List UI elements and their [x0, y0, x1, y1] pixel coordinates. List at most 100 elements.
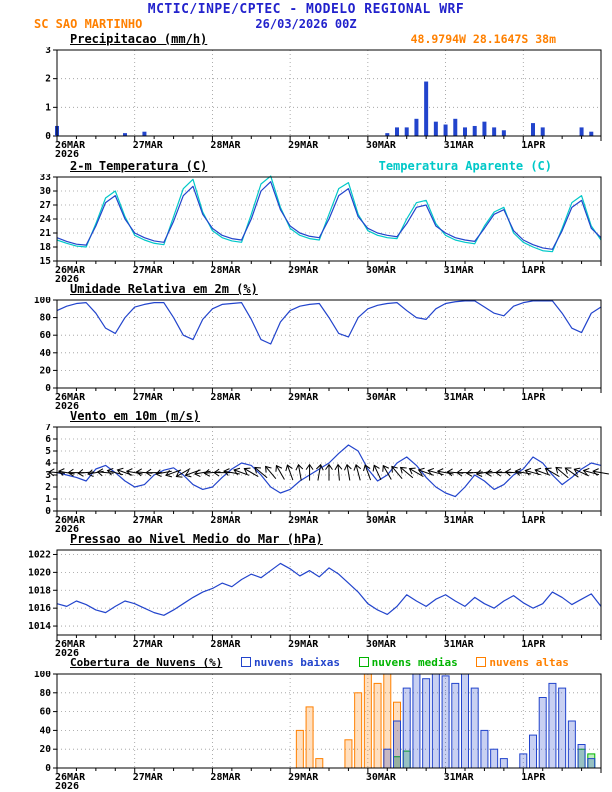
svg-text:27: 27: [40, 200, 51, 211]
svg-text:2026: 2026: [55, 149, 79, 159]
nuvens-altas-swatch-icon: [476, 657, 487, 667]
svg-text:0: 0: [45, 383, 51, 394]
svg-text:2026: 2026: [55, 524, 79, 532]
temperature-title: 2-m Temperatura (C): [70, 159, 208, 173]
svg-text:30MAR: 30MAR: [366, 639, 397, 650]
legend-nuvens-baixas: nuvens baixas: [240, 656, 340, 669]
svg-text:33: 33: [40, 174, 52, 183]
svg-text:26MAR: 26MAR: [55, 392, 86, 403]
svg-text:31MAR: 31MAR: [444, 392, 475, 403]
svg-text:1APR: 1APR: [521, 140, 546, 151]
svg-text:30MAR: 30MAR: [366, 140, 397, 151]
svg-text:31MAR: 31MAR: [444, 140, 475, 151]
svg-text:2: 2: [45, 482, 51, 493]
svg-text:1: 1: [45, 494, 51, 505]
svg-text:2026: 2026: [55, 274, 79, 282]
humidity-chart: 0 20 40 60 80 100 26MAR 27MAR 28MAR 29MAR 30MAR 31M…: [34, 297, 602, 409]
svg-text:18: 18: [40, 242, 52, 253]
humidity-title-row: Umidade Relativa em 2m (%): [0, 282, 612, 297]
svg-text:2: 2: [45, 74, 51, 85]
precipitation-title: Precipitacao (mm/h): [70, 32, 208, 46]
svg-text:27MAR: 27MAR: [133, 140, 164, 151]
svg-text:28MAR: 28MAR: [210, 140, 241, 151]
cloud-title: Cobertura de Nuvens (%): [70, 656, 223, 669]
legend-nuvens-medias: nuvens medias: [358, 656, 458, 669]
svg-text:3: 3: [45, 47, 51, 56]
svg-text:28MAR: 28MAR: [210, 392, 241, 403]
svg-text:1APR: 1APR: [521, 639, 546, 650]
svg-text:2026: 2026: [55, 781, 79, 791]
svg-text:29MAR: 29MAR: [288, 265, 319, 276]
svg-text:31MAR: 31MAR: [444, 639, 475, 650]
svg-text:24: 24: [40, 214, 52, 225]
svg-text:100: 100: [34, 671, 51, 680]
svg-text:27MAR: 27MAR: [133, 639, 164, 650]
svg-text:0: 0: [45, 131, 51, 142]
pressure-title: Pressao ao Nivel Medio do Mar (hPa): [70, 532, 323, 546]
model-title: MCTIC/INPE/CPTEC - MODELO REGIONAL WRF: [147, 2, 465, 17]
svg-text:26MAR: 26MAR: [55, 772, 86, 783]
svg-text:1014: 1014: [28, 621, 51, 632]
svg-text:31MAR: 31MAR: [444, 515, 475, 526]
apparent-temperature-label: Temperatura Aparente (C): [378, 159, 552, 173]
svg-text:30MAR: 30MAR: [366, 772, 397, 783]
svg-text:27MAR: 27MAR: [133, 265, 164, 276]
nuvens-medias-swatch-icon: [358, 657, 369, 667]
svg-text:28MAR: 28MAR: [210, 772, 241, 783]
legend-nuvens-altas: nuvens altas: [476, 656, 569, 669]
svg-text:29MAR: 29MAR: [288, 639, 319, 650]
cloud-title-row: Cobertura de Nuvens (%) nuvens baixas nu…: [0, 656, 612, 671]
svg-text:1APR: 1APR: [521, 772, 546, 783]
svg-text:2026: 2026: [55, 648, 79, 656]
svg-text:30: 30: [40, 186, 52, 197]
svg-text:4: 4: [45, 458, 51, 469]
station-coords: 48.9794W 28.1647S 38m: [410, 32, 556, 46]
svg-text:100: 100: [34, 297, 51, 306]
svg-text:20: 20: [40, 744, 52, 755]
svg-text:1APR: 1APR: [521, 392, 546, 403]
svg-text:31MAR: 31MAR: [444, 265, 475, 276]
svg-text:26MAR: 26MAR: [55, 140, 86, 151]
svg-text:26MAR: 26MAR: [55, 265, 86, 276]
svg-text:20: 20: [40, 365, 52, 376]
svg-text:26MAR: 26MAR: [55, 515, 86, 526]
svg-text:29MAR: 29MAR: [288, 140, 319, 151]
precipitation-chart: 0 1 2 3 26MAR 27MAR 28MAR 29MAR 30MAR 31MAR 1APR 20…: [45, 47, 602, 159]
svg-text:0: 0: [45, 506, 51, 517]
nuvens-baixas-swatch-icon: [240, 657, 251, 667]
svg-text:2026: 2026: [55, 401, 79, 409]
header-line2: SC SAO MARTINHO 26/03/2026 00Z: [0, 17, 612, 32]
svg-text:27MAR: 27MAR: [133, 772, 164, 783]
svg-text:1020: 1020: [28, 567, 51, 578]
svg-text:1016: 1016: [28, 603, 51, 614]
svg-text:31MAR: 31MAR: [444, 772, 475, 783]
svg-text:28MAR: 28MAR: [210, 639, 241, 650]
pressure-chart: 1014 1016 1018 1020 1022 26MAR 27MAR 28MAR 29MAR…: [28, 549, 602, 656]
wind-title-row: Vento em 10m (m/s): [0, 409, 612, 424]
svg-text:30MAR: 30MAR: [366, 392, 397, 403]
svg-text:40: 40: [40, 725, 52, 736]
svg-text:1022: 1022: [28, 549, 51, 560]
svg-text:6: 6: [45, 434, 51, 445]
svg-text:26MAR: 26MAR: [55, 639, 86, 650]
svg-text:27MAR: 27MAR: [133, 515, 164, 526]
svg-text:28MAR: 28MAR: [210, 515, 241, 526]
temperature-chart: 15 18 21 24 27 30 33 26MAR 27MAR 28MAR 29MAR 30MAR 3…: [40, 174, 602, 282]
svg-text:60: 60: [40, 707, 52, 718]
svg-text:27MAR: 27MAR: [133, 392, 164, 403]
cloud-cover-chart: 0 20 40 60 80 100 26MAR 27MAR 28MAR 29MAR 30MAR 31M…: [34, 671, 602, 791]
svg-text:5: 5: [45, 446, 51, 457]
svg-text:29MAR: 29MAR: [288, 392, 319, 403]
svg-text:1: 1: [45, 102, 51, 113]
precipitation-title-row: Precipitacao (mm/h) 48.9794W 28.1647S 38…: [0, 32, 612, 47]
station-name: SC SAO MARTINHO: [34, 17, 143, 31]
svg-text:3: 3: [45, 470, 51, 481]
svg-text:60: 60: [40, 330, 52, 341]
svg-text:1APR: 1APR: [521, 265, 546, 276]
svg-text:0: 0: [45, 763, 51, 774]
svg-text:15: 15: [40, 256, 52, 267]
temperature-title-row: 2-m Temperatura (C) Temperatura Aparente…: [0, 159, 612, 174]
humidity-title: Umidade Relativa em 2m (%): [70, 282, 258, 296]
svg-text:30MAR: 30MAR: [366, 265, 397, 276]
